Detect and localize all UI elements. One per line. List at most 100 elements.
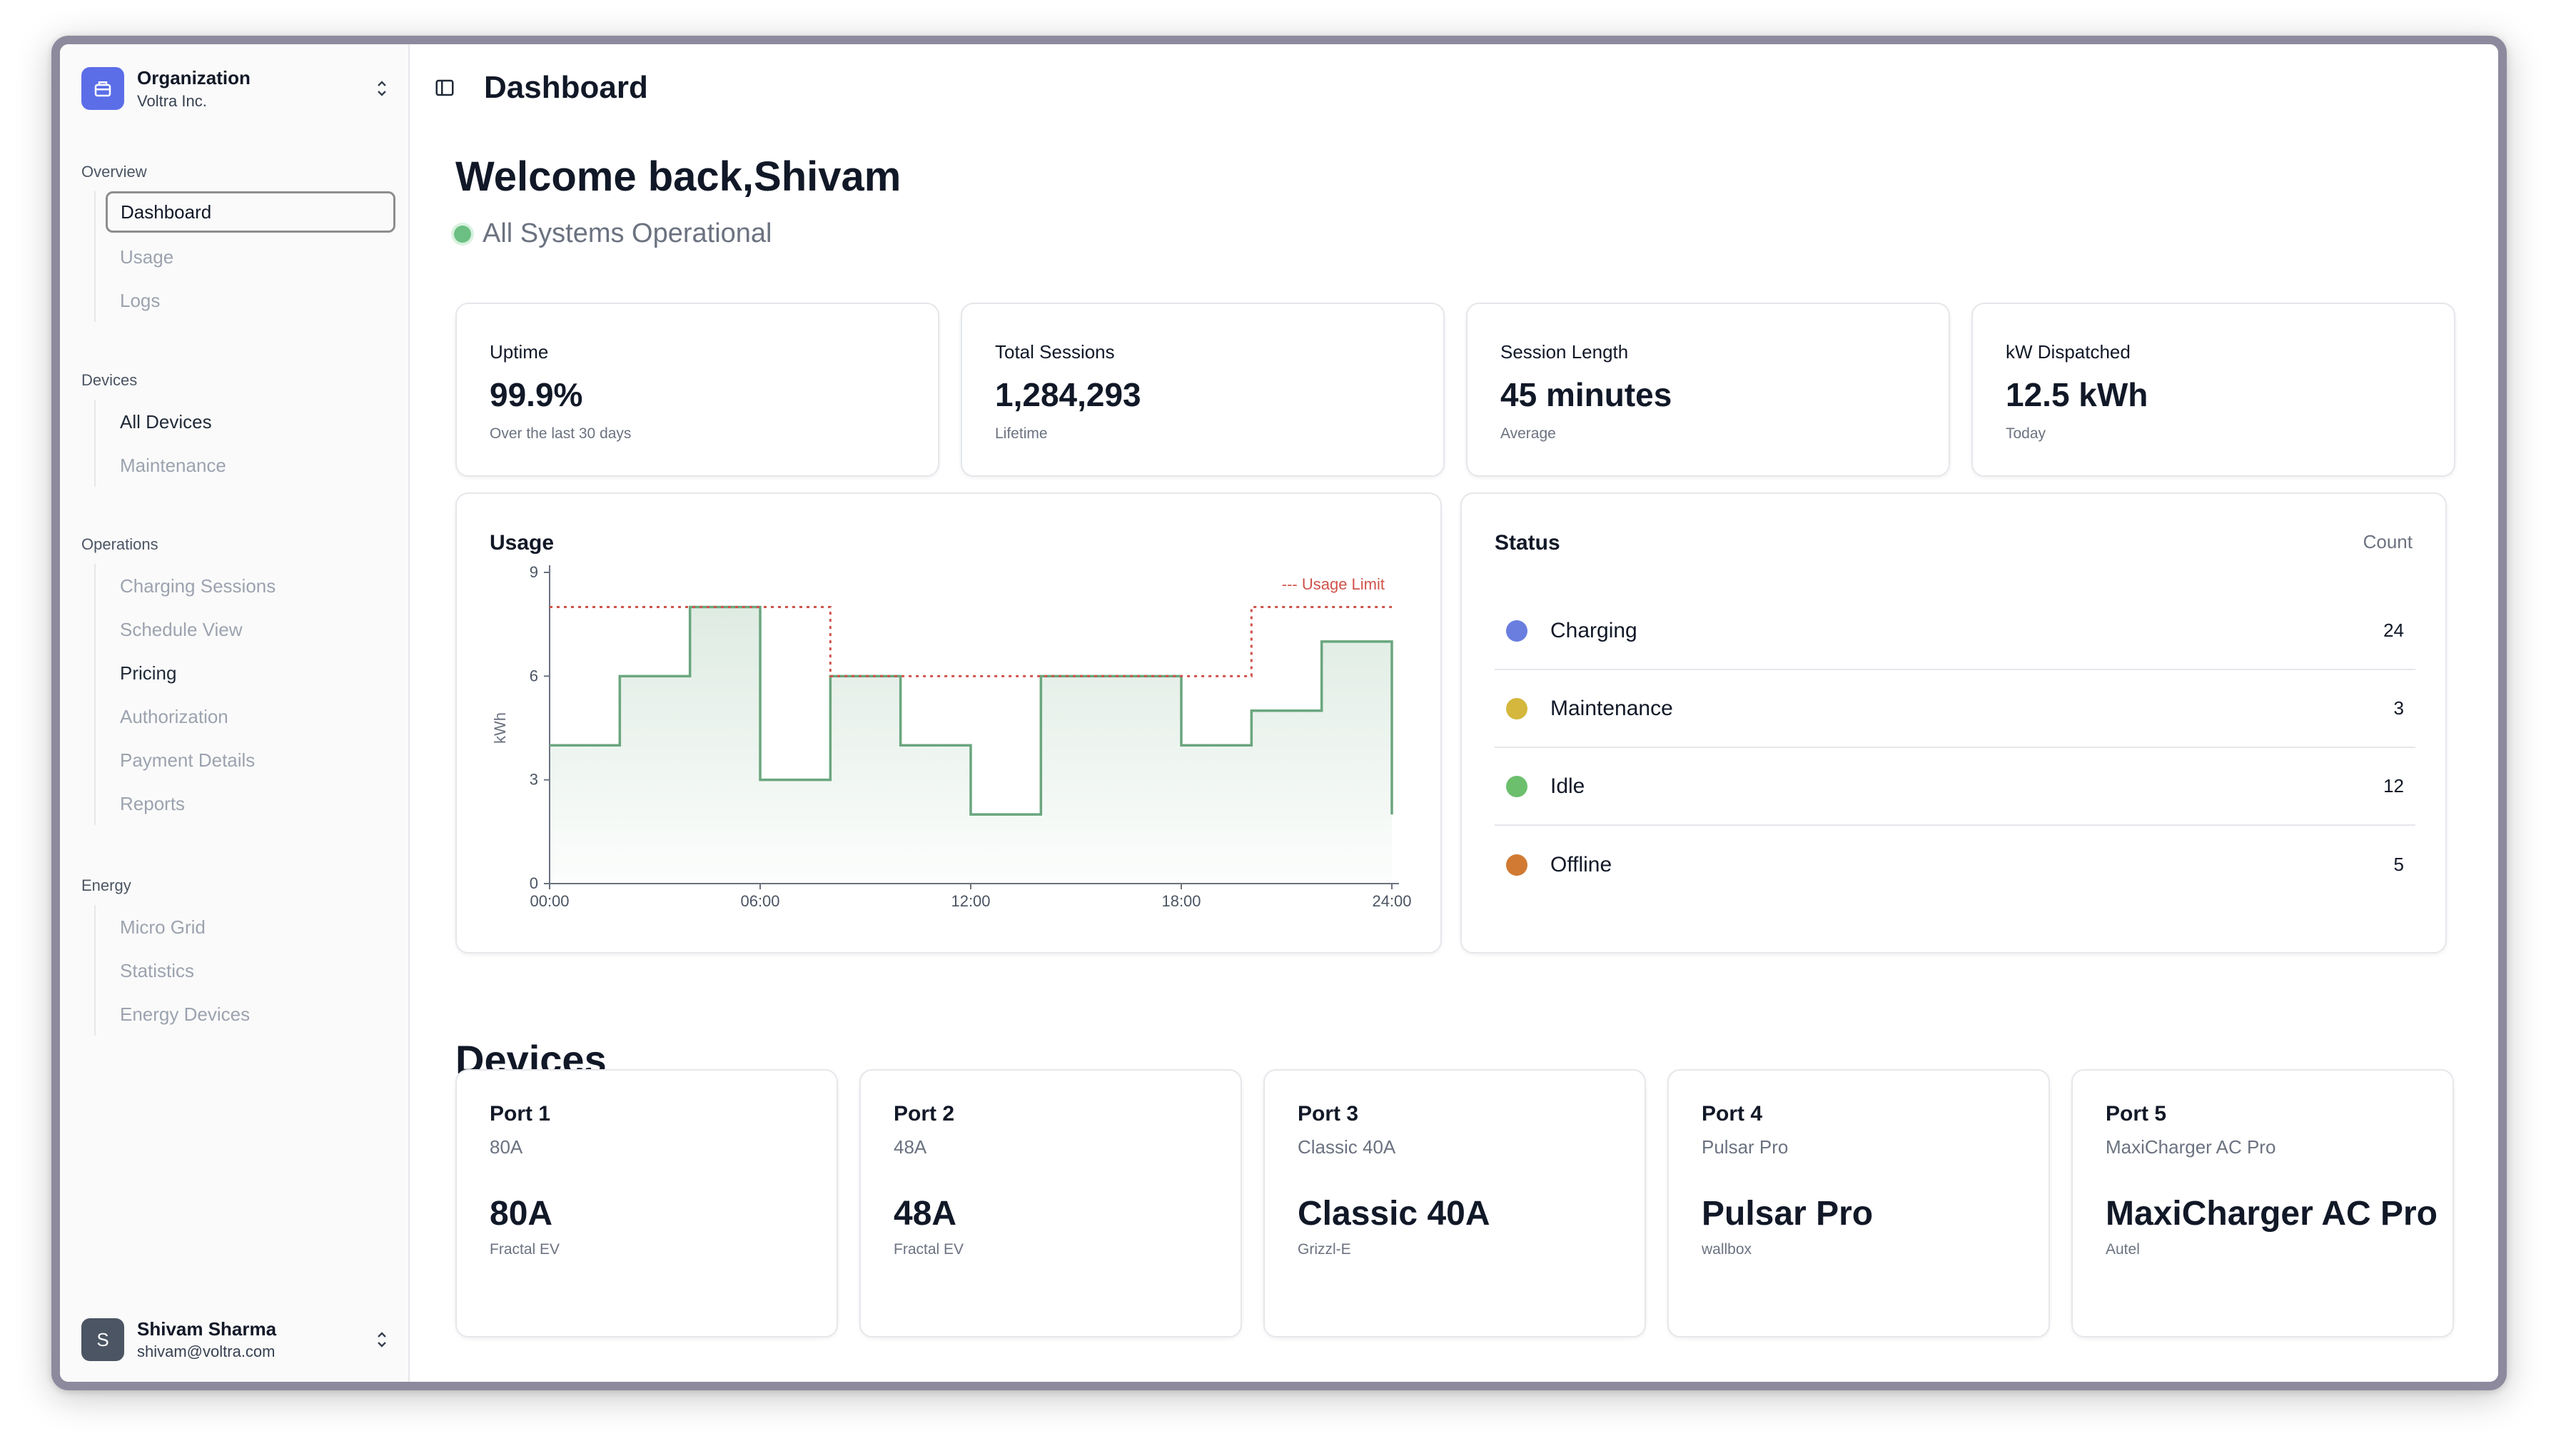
page-title: Dashboard xyxy=(484,70,648,105)
x-tick-label: 18:00 xyxy=(1161,892,1201,910)
device-name: Port 5 xyxy=(2106,1102,2167,1126)
usage-card-title: Usage xyxy=(490,531,555,555)
chevron-up-down-icon xyxy=(371,1325,393,1354)
stat-value: 12.5 kWh xyxy=(2006,376,2148,413)
status-dot-icon xyxy=(1506,697,1527,719)
y-tick-label: 9 xyxy=(530,563,538,581)
status-count: 12 xyxy=(2383,775,2404,797)
stat-card-session-length: Session Length 45 minutes Average xyxy=(1466,303,1950,477)
sidebar-item-schedule-view[interactable]: Schedule View xyxy=(120,619,243,640)
y-axis-label: kWh xyxy=(491,712,509,744)
status-name: Offline xyxy=(1550,852,1612,876)
stat-sub: Average xyxy=(1500,425,1556,442)
nav-group-overview: Overview Dashboard Usage Logs xyxy=(81,163,395,322)
y-tick-label: 0 xyxy=(530,874,538,892)
org-switcher[interactable]: Organization Voltra Inc. xyxy=(81,66,393,111)
status-dot-icon xyxy=(1506,620,1527,642)
stat-label: Uptime xyxy=(490,341,549,363)
usage-line xyxy=(550,605,1393,816)
stat-sub: Over the last 30 days xyxy=(490,425,632,442)
sidebar-item-statistics[interactable]: Statistics xyxy=(120,960,195,981)
device-brand: Fractal EV xyxy=(894,1241,964,1258)
count-header: Count xyxy=(2363,531,2413,552)
device-card-port-2[interactable]: Port 2 48A 48A Fractal EV xyxy=(859,1069,1242,1338)
user-email: shivam@voltra.com xyxy=(137,1343,276,1360)
nav-group-devices: Devices All Devices Maintenance xyxy=(81,371,395,487)
status-dot-icon xyxy=(1506,854,1527,876)
status-row-idle: Idle 12 xyxy=(1495,748,2415,826)
device-model: Classic 40A xyxy=(1298,1136,1396,1158)
org-logo-icon xyxy=(81,67,124,110)
user-menu[interactable]: S Shivam Sharma shivam@voltra.com xyxy=(81,1316,393,1363)
legend-usage-limit: --- Usage Limit xyxy=(1282,575,1385,593)
org-name: Voltra Inc. xyxy=(137,91,207,110)
sidebar-item-all-devices[interactable]: All Devices xyxy=(120,411,212,433)
sidebar-item-reports[interactable]: Reports xyxy=(120,793,186,814)
x-tick-label: 06:00 xyxy=(740,892,779,910)
device-title: Pulsar Pro xyxy=(1702,1195,1874,1233)
usage-chart: 0 3 6 9 00:00 06:00 12:00 18:00 24:00 kWh --- Usag… xyxy=(491,563,1412,910)
device-card-port-4[interactable]: Port 4 Pulsar Pro Pulsar Pro wallbox xyxy=(1667,1069,2050,1338)
device-brand: Grizzl-E xyxy=(1298,1241,1351,1258)
sidebar-item-usage[interactable]: Usage xyxy=(120,246,174,268)
sidebar-item-logs[interactable]: Logs xyxy=(120,290,161,311)
app-window: Organization Voltra Inc. Overview Dashboa… xyxy=(51,36,2507,1390)
device-card-port-5[interactable]: Port 5 MaxiCharger AC Pro MaxiCharger AC P… xyxy=(2071,1069,2454,1338)
device-name: Port 4 xyxy=(1702,1102,1763,1126)
main-content: Dashboard Welcome back,Shivam All System… xyxy=(410,44,2498,1382)
y-tick-label: 6 xyxy=(530,667,538,684)
stat-label: Session Length xyxy=(1500,341,1629,363)
status-name: Charging xyxy=(1550,618,1637,642)
system-status: All Systems Operational xyxy=(454,218,772,249)
stat-value: 1,284,293 xyxy=(995,376,1141,413)
stat-card-kw-dispatched: kW Dispatched 12.5 kWh Today xyxy=(1971,303,2455,477)
status-card: Status Count Charging 24 Maintenance 3 Idle 1… xyxy=(1460,492,2447,954)
stat-sub: Lifetime xyxy=(995,425,1048,442)
device-title-block: Classic 40A Grizzl-E xyxy=(1298,1192,1633,1260)
x-tick-label: 24:00 xyxy=(1372,892,1411,910)
status-dot-icon xyxy=(1506,775,1527,797)
status-name: Idle xyxy=(1550,774,1585,798)
sidebar-item-authorization[interactable]: Authorization xyxy=(120,706,228,727)
sidebar-toggle-icon[interactable] xyxy=(434,77,455,98)
stat-label: kW Dispatched xyxy=(2006,341,2131,363)
chevron-up-down-icon xyxy=(371,74,393,103)
sidebar-item-payment-details[interactable]: Payment Details xyxy=(120,749,256,771)
sidebar-item-micro-grid[interactable]: Micro Grid xyxy=(120,916,206,938)
stat-card-total-sessions: Total Sessions 1,284,293 Lifetime xyxy=(961,303,1445,477)
device-title-block: 80A Fractal EV xyxy=(490,1192,825,1260)
device-title-block: 48A Fractal EV xyxy=(894,1192,1229,1260)
stat-value: 45 minutes xyxy=(1500,376,1672,413)
sidebar-item-pricing[interactable]: Pricing xyxy=(120,662,177,684)
status-row-charging: Charging 24 xyxy=(1495,592,2415,670)
device-title: 48A xyxy=(894,1195,957,1233)
device-model: 80A xyxy=(490,1136,523,1158)
device-brand: Fractal EV xyxy=(490,1241,560,1258)
nav-group-operations: Operations Charging Sessions Schedule View… xyxy=(81,535,395,825)
device-title-block: Pulsar Pro wallbox xyxy=(1702,1192,2037,1260)
status-dot-icon xyxy=(454,225,471,243)
status-card-title: Status xyxy=(1495,531,1560,555)
nav-group-energy: Energy Micro Grid Statistics Energy Devices xyxy=(81,876,395,1036)
welcome-heading: Welcome back,Shivam xyxy=(455,153,901,200)
device-brand: Autel xyxy=(2106,1241,2140,1258)
stat-value: 99.9% xyxy=(490,376,583,413)
user-name: Shivam Sharma xyxy=(137,1318,277,1340)
device-model: MaxiCharger AC Pro xyxy=(2106,1136,2276,1158)
device-card-port-1[interactable]: Port 1 80A 80A Fractal EV xyxy=(455,1069,838,1338)
device-model: 48A xyxy=(894,1136,927,1158)
device-name: Port 1 xyxy=(490,1102,551,1126)
sidebar-item-maintenance[interactable]: Maintenance xyxy=(120,455,226,476)
status-count: 3 xyxy=(2393,697,2404,719)
status-row-offline: Offline 5 xyxy=(1495,826,2415,904)
device-name: Port 2 xyxy=(894,1102,955,1126)
status-count: 5 xyxy=(2393,854,2404,875)
device-card-port-3[interactable]: Port 3 Classic 40A Classic 40A Grizzl-E xyxy=(1263,1069,1646,1338)
status-row-maintenance: Maintenance 3 xyxy=(1495,670,2415,748)
stat-card-uptime: Uptime 99.9% Over the last 30 days xyxy=(455,303,939,477)
sidebar-item-dashboard[interactable]: Dashboard xyxy=(106,191,395,233)
sidebar-item-charging-sessions[interactable]: Charging Sessions xyxy=(120,575,276,597)
x-tick-label: 12:00 xyxy=(951,892,990,910)
usage-card: Usage 0 3 6 9 00:00 06:00 12:00 18:00 24:00 kWh --… xyxy=(455,492,1442,954)
sidebar-item-energy-devices[interactable]: Energy Devices xyxy=(120,1003,251,1025)
